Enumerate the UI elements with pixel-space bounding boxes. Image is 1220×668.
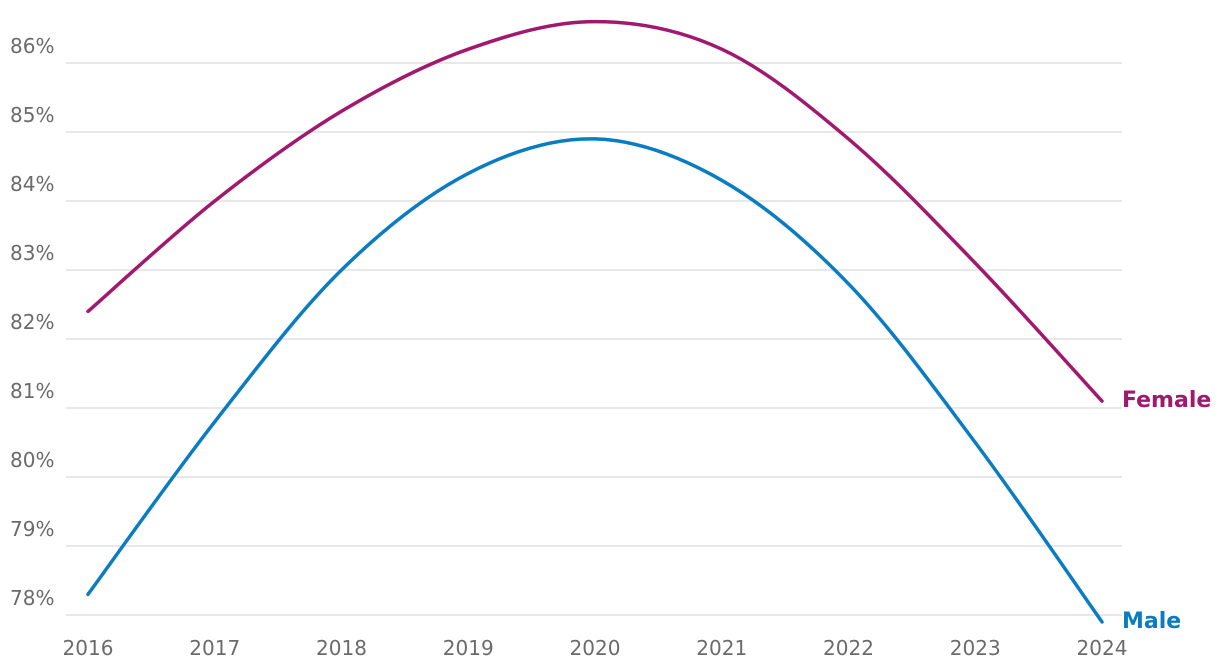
y-axis-ticks: 78% 79% 80% 81% 82% 83% 84% 85% 86% — [10, 34, 54, 610]
series-line-male — [86, 137, 1104, 624]
y-tick-label: 82% — [10, 310, 54, 334]
y-tick-label: 86% — [10, 34, 54, 58]
x-axis-ticks: 2016 2017 2018 2019 2020 2021 2022 2023 2024 — [63, 636, 1128, 660]
series-labels: Female Male — [1122, 388, 1211, 634]
y-tick-label: 83% — [10, 241, 54, 265]
series-label-male: Male — [1122, 609, 1181, 634]
x-tick-label: 2018 — [316, 636, 367, 660]
series-label-female: Female — [1122, 388, 1211, 413]
series-line-female — [86, 19, 1104, 403]
x-tick-label: 2022 — [823, 636, 874, 660]
x-tick-label: 2016 — [63, 636, 114, 660]
grid-lines — [66, 62, 1122, 616]
x-tick-label: 2021 — [696, 636, 747, 660]
x-tick-label: 2019 — [443, 636, 494, 660]
x-tick-label: 2017 — [189, 636, 240, 660]
y-tick-label: 80% — [10, 448, 54, 472]
y-tick-label: 79% — [10, 517, 54, 541]
x-tick-label: 2024 — [1077, 636, 1128, 660]
y-tick-label: 84% — [10, 172, 54, 196]
series-lines — [86, 19, 1104, 624]
x-tick-label: 2023 — [950, 636, 1001, 660]
y-tick-label: 81% — [10, 379, 54, 403]
y-tick-label: 78% — [10, 586, 54, 610]
x-tick-label: 2020 — [570, 636, 621, 660]
y-tick-label: 85% — [10, 103, 54, 127]
